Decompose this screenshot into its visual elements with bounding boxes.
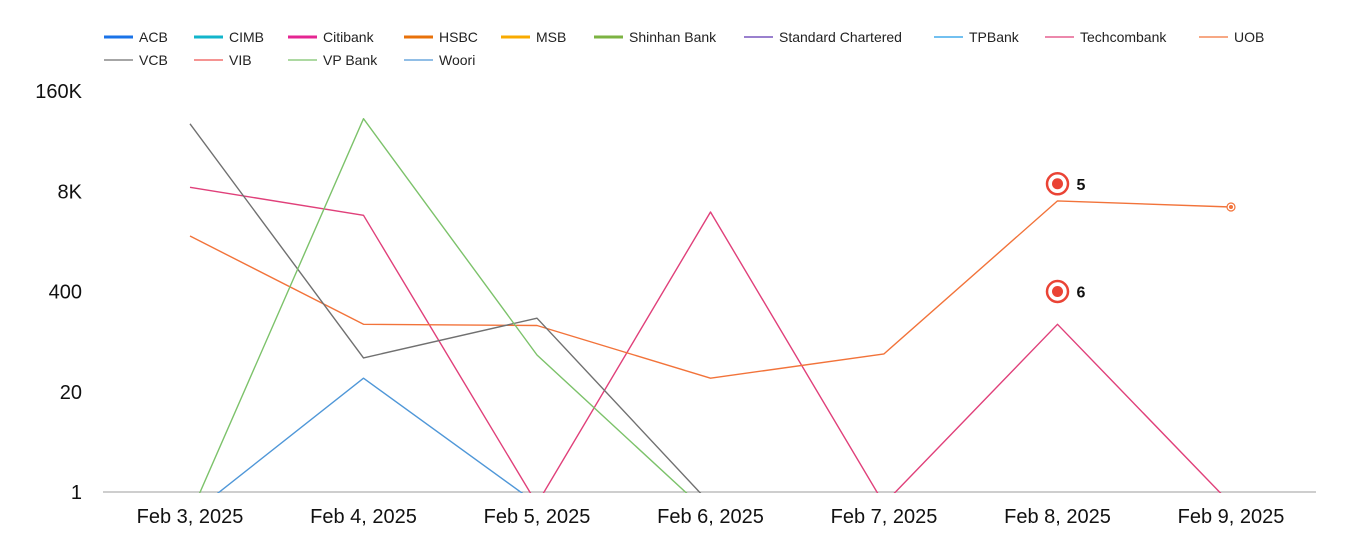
x-tick-label: Feb 7, 2025 (831, 506, 938, 528)
y-tick-label: 20 (60, 382, 82, 404)
chart-legend[interactable]: ACB CIMB Citibank HSBC MSB Shinhan Bank Standa… (104, 29, 1264, 68)
annotation-label: 5 (1077, 177, 1086, 194)
legend-label: VIB (229, 52, 252, 68)
legend-item-standard-chartered[interactable]: Standard Chartered (744, 29, 902, 45)
y-axis: 1 20 400 8K 160K (35, 81, 82, 504)
x-tick-label: Feb 3, 2025 (137, 506, 244, 528)
legend-label: TPBank (969, 29, 1020, 45)
y-tick-label: 400 (49, 282, 82, 304)
y-tick-label: 160K (35, 81, 82, 103)
series-end-marker (1226, 202, 1236, 212)
legend-label: Citibank (323, 29, 375, 45)
legend-item-hsbc[interactable]: HSBC (404, 29, 478, 45)
legend-item-uob[interactable]: UOB (1199, 29, 1264, 45)
annotation-dot (1052, 286, 1063, 297)
legend-item-acb[interactable]: ACB (104, 29, 168, 45)
legend-label: VP Bank (323, 52, 378, 68)
legend-label: UOB (1234, 29, 1264, 45)
legend-label: ACB (139, 29, 168, 45)
legend-label: Shinhan Bank (629, 29, 717, 45)
legend-item-vib[interactable]: VIB (194, 52, 252, 68)
x-tick-label: Feb 8, 2025 (1004, 506, 1111, 528)
legend-label: CIMB (229, 29, 264, 45)
legend-item-cimb[interactable]: CIMB (194, 29, 264, 45)
annotation-layer: 56 (1045, 172, 1236, 304)
legend-item-vcb[interactable]: VCB (104, 52, 168, 68)
legend-item-vp-bank[interactable]: VP Bank (288, 52, 378, 68)
legend-label: MSB (536, 29, 566, 45)
annotation-label: 6 (1077, 285, 1086, 302)
legend-label: VCB (139, 52, 168, 68)
series-line-techcombank (189, 186, 1222, 493)
legend-label: Standard Chartered (779, 29, 902, 45)
legend-item-msb[interactable]: MSB (501, 29, 566, 45)
legend-item-citibank[interactable]: Citibank (288, 29, 375, 45)
series-line-vcb (189, 123, 702, 493)
x-tick-label: Feb 9, 2025 (1178, 506, 1285, 528)
annotation-marker[interactable]: 6 (1045, 279, 1086, 304)
legend-item-woori[interactable]: Woori (404, 52, 475, 68)
series-layer (189, 117, 1232, 493)
series-line-vp-bank (198, 117, 688, 493)
annotation-dot (1052, 178, 1063, 190)
legend-label: Woori (439, 52, 475, 68)
legend-item-shinhan-bank[interactable]: Shinhan Bank (594, 29, 717, 45)
x-tick-label: Feb 5, 2025 (484, 506, 591, 528)
x-axis: Feb 3, 2025 Feb 4, 2025 Feb 5, 2025 Feb 6, … (103, 491, 1316, 528)
x-tick-label: Feb 4, 2025 (310, 506, 417, 528)
annotation-marker[interactable]: 5 (1045, 172, 1086, 196)
legend-item-tpbank[interactable]: TPBank (934, 29, 1020, 45)
legend-label: Techcombank (1080, 29, 1167, 45)
legend-label: HSBC (439, 29, 478, 45)
series-line-woori (216, 377, 524, 493)
y-tick-label: 1 (71, 482, 82, 504)
y-tick-label: 8K (58, 181, 83, 203)
legend-item-techcombank[interactable]: Techcombank (1045, 29, 1167, 45)
series-line-uob (189, 200, 1232, 379)
x-tick-label: Feb 6, 2025 (657, 506, 764, 528)
